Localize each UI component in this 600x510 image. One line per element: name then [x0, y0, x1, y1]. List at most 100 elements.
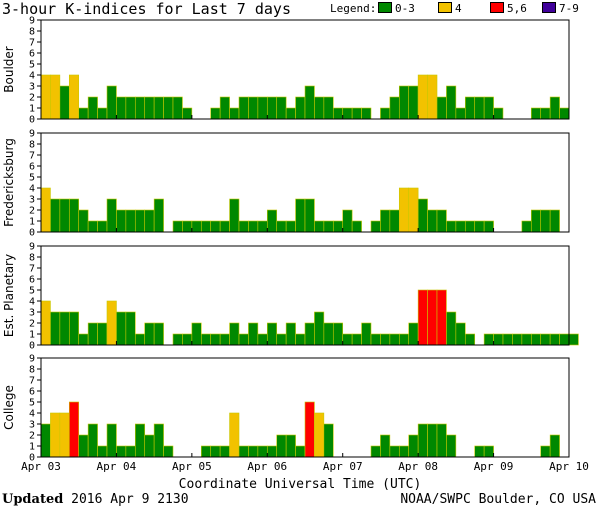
bar-est-planetary [59, 311, 70, 346]
bar-est-planetary [304, 322, 315, 346]
bar-est-planetary [125, 311, 136, 346]
bar-est-planetary [314, 311, 325, 346]
bar-boulder [295, 96, 306, 120]
legend-text-7-9: 7-9 [559, 2, 579, 15]
bar-fredericksburg [238, 220, 249, 233]
bar-est-planetary [238, 333, 249, 346]
bar-fredericksburg [191, 220, 202, 233]
bar-boulder [116, 96, 127, 120]
bar-college [549, 434, 560, 458]
bar-est-planetary [210, 333, 221, 346]
bar-college [78, 434, 89, 458]
bar-est-planetary [493, 333, 504, 346]
bar-boulder [50, 74, 61, 120]
legend-swatch-yellow [438, 2, 452, 13]
bar-est-planetary [408, 322, 419, 346]
bar-boulder [248, 96, 259, 120]
y-tick-label: 3 [29, 308, 35, 319]
bar-college [200, 445, 212, 458]
y-tick-label: 7 [29, 376, 35, 387]
x-tick-label: Apr 03 [21, 460, 61, 473]
bar-college [163, 445, 174, 458]
bar-boulder [464, 96, 476, 120]
y-tick-label: 2 [29, 206, 35, 217]
bar-boulder [238, 96, 249, 120]
bar-fredericksburg [68, 198, 80, 233]
y-tick-label: 3 [29, 420, 35, 431]
bar-college [436, 423, 447, 458]
bar-est-planetary [295, 333, 306, 346]
bar-boulder [182, 107, 193, 120]
bar-fredericksburg [436, 209, 447, 233]
bar-fredericksburg [285, 220, 296, 233]
bar-boulder [559, 107, 570, 120]
bar-est-planetary [106, 300, 117, 346]
bar-college [314, 412, 325, 458]
y-tick-label: 9 [29, 354, 35, 365]
bar-fredericksburg [549, 209, 560, 233]
bar-fredericksburg [446, 220, 457, 233]
bar-college [389, 445, 400, 458]
bar-est-planetary [464, 333, 476, 346]
bar-boulder [229, 107, 240, 120]
bar-college [229, 412, 240, 458]
bar-college [266, 445, 278, 458]
bar-college [257, 445, 268, 458]
bar-est-planetary [40, 300, 51, 346]
legend-text-0-3: 0-3 [395, 2, 415, 15]
y-tick-label: 2 [29, 319, 35, 330]
panel-label-fredericksburg: Fredericksburg [2, 138, 16, 227]
bar-fredericksburg [540, 209, 551, 233]
updated-value: 2016 Apr 9 2130 [71, 492, 189, 507]
y-tick-label: 6 [29, 275, 35, 286]
bar-est-planetary [285, 322, 296, 346]
bar-est-planetary [540, 333, 551, 346]
bar-boulder [417, 74, 428, 120]
bar-fredericksburg [153, 198, 164, 233]
bar-college [417, 423, 428, 458]
bar-est-planetary [483, 333, 494, 346]
kindex-chart: 0123456789Boulder0123456789Fredericksbur… [2, 16, 589, 474]
bar-boulder [389, 96, 400, 120]
bar-est-planetary [436, 289, 447, 346]
bar-boulder [408, 85, 419, 120]
legend-item-7-9: 7-9 [542, 2, 579, 15]
bar-est-planetary [68, 311, 80, 346]
bar-fredericksburg [116, 209, 127, 233]
y-tick-label: 4 [29, 409, 35, 420]
y-tick-label: 9 [29, 242, 35, 253]
bar-college [380, 434, 391, 458]
bar-est-planetary [398, 333, 410, 346]
bar-college [59, 412, 70, 458]
bar-fredericksburg [106, 198, 117, 233]
bar-fredericksburg [304, 198, 315, 233]
y-tick-label: 8 [29, 27, 35, 38]
bar-fredericksburg [248, 220, 259, 233]
bar-boulder [68, 74, 80, 120]
bar-college [134, 423, 146, 458]
bar-boulder [266, 96, 278, 120]
y-tick-label: 6 [29, 387, 35, 398]
y-tick-label: 5 [29, 60, 35, 71]
bar-college [474, 445, 485, 458]
y-tick-label: 5 [29, 173, 35, 184]
bar-college [295, 445, 306, 458]
y-tick-label: 7 [29, 151, 35, 162]
bar-fredericksburg [182, 220, 193, 233]
bar-est-planetary [351, 333, 362, 346]
y-tick-label: 8 [29, 365, 35, 376]
bar-fredericksburg [59, 198, 70, 233]
bar-fredericksburg [380, 209, 391, 233]
bar-est-planetary [559, 333, 570, 346]
panel-frame-est-planetary [40, 245, 570, 346]
bar-est-planetary [144, 322, 155, 346]
bar-fredericksburg [314, 220, 325, 233]
bar-est-planetary [502, 333, 513, 346]
y-tick-label: 5 [29, 286, 35, 297]
bar-boulder [106, 85, 117, 120]
bar-fredericksburg [521, 220, 532, 233]
bar-college [219, 445, 230, 458]
bar-est-planetary [332, 322, 344, 346]
bar-boulder [427, 74, 438, 120]
bar-fredericksburg [398, 187, 410, 233]
